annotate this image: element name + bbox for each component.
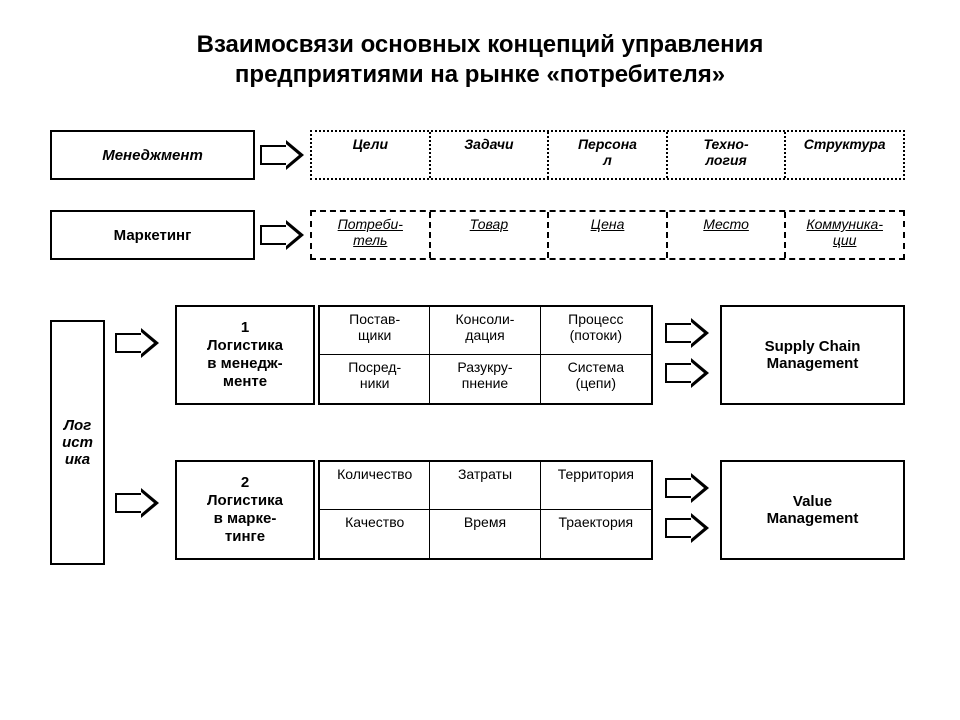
arrow-icon: [665, 360, 709, 386]
management-row: Цели Задачи Персонал Техно-логия Структу…: [310, 130, 905, 180]
g1-r1c2: Консоли-дация: [430, 307, 540, 355]
g2-r2c2: Время: [430, 510, 540, 558]
logistics-box: Логистика: [50, 320, 105, 565]
g2-r1c3: Территория: [541, 462, 651, 510]
mkt-cell-1: Потреби-тель: [312, 212, 431, 258]
scm-box: Supply ChainManagement: [720, 305, 905, 405]
log1-label: 1Логистикав менедж-менте: [207, 319, 283, 391]
mgmt-cell-4: Техно-логия: [668, 132, 787, 178]
g2-r1c2: Затраты: [430, 462, 540, 510]
management-label: Менеджмент: [102, 147, 203, 164]
marketing-row: Потреби-тель Товар Цена Место Коммуника-…: [310, 210, 905, 260]
g1-r1c3: Процесс(потоки): [541, 307, 651, 355]
marketing-label: Маркетинг: [114, 227, 192, 244]
title-line-2: предприятиями на рынке «потребителя»: [235, 61, 725, 88]
vm-box: ValueManagement: [720, 460, 905, 560]
g1-r2c3: Система(цепи): [541, 355, 651, 403]
g1-r2c1: Посред-ники: [320, 355, 430, 403]
arrow-icon: [115, 330, 159, 356]
log2-label: 2Логистикав марке-тинге: [207, 474, 283, 546]
g1-r2c2: Разукру- пнение: [430, 355, 540, 403]
mgmt-cell-2: Задачи: [431, 132, 550, 178]
page-title: Взаимосвязи основных концепций управлени…: [0, 30, 960, 90]
management-box: Менеджмент: [50, 130, 255, 180]
grid-vm: Количество Затраты Территория Качество В…: [318, 460, 653, 560]
logistics-label: Логистика: [62, 417, 93, 468]
g2-r2c3: Траектория: [541, 510, 651, 558]
arrow-icon: [115, 490, 159, 516]
g2-r1c1: Количество: [320, 462, 430, 510]
mkt-cell-5: Коммуника-ции: [786, 212, 903, 258]
mgmt-cell-1: Цели: [312, 132, 431, 178]
scm-label: Supply ChainManagement: [765, 338, 861, 372]
logistics-in-marketing-box: 2Логистикав марке-тинге: [175, 460, 315, 560]
grid-scm: Постав-щики Консоли-дация Процесс(потоки…: [318, 305, 653, 405]
logistics-in-management-box: 1Логистикав менедж-менте: [175, 305, 315, 405]
mgmt-cell-5: Структура: [786, 132, 903, 178]
title-line-1: Взаимосвязи основных концепций управлени…: [197, 31, 764, 58]
g1-r1c1: Постав-щики: [320, 307, 430, 355]
arrow-icon: [260, 222, 304, 248]
mgmt-cell-3: Персонал: [549, 132, 668, 178]
vm-label: ValueManagement: [767, 493, 859, 527]
mkt-cell-4: Место: [668, 212, 787, 258]
arrow-icon: [260, 142, 304, 168]
mkt-cell-3: Цена: [549, 212, 668, 258]
mkt-cell-2: Товар: [431, 212, 550, 258]
marketing-box: Маркетинг: [50, 210, 255, 260]
g2-r2c1: Качество: [320, 510, 430, 558]
arrow-icon: [665, 475, 709, 501]
arrow-icon: [665, 515, 709, 541]
arrow-icon: [665, 320, 709, 346]
